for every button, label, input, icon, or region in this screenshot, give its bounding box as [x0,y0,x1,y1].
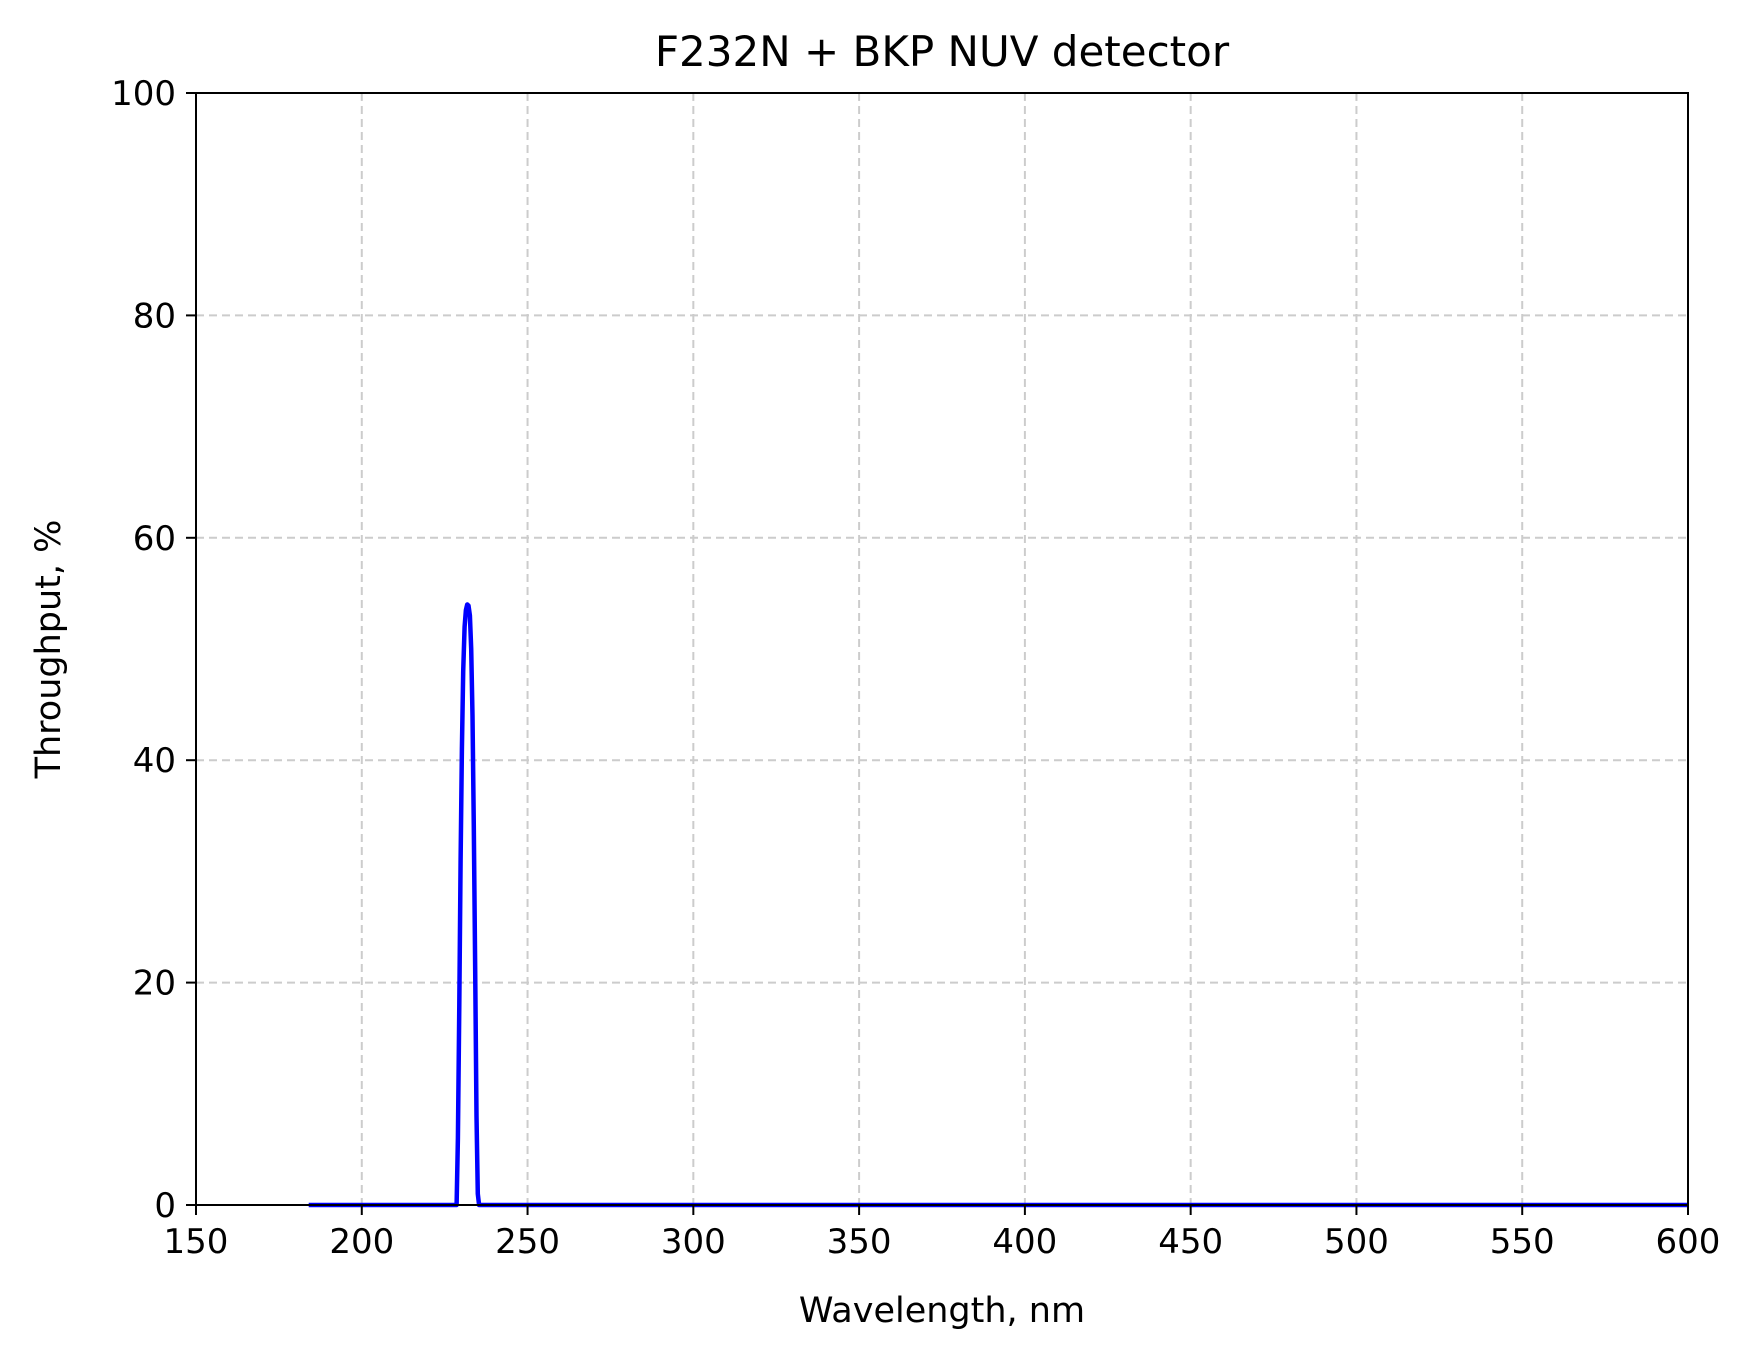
plot-frame [195,92,1689,1206]
grid-lines [196,93,1688,1205]
y-tick-label: 20 [133,964,176,1004]
y-tick-label: 80 [133,296,176,336]
y-axis-ticks: 0 20 40 60 80 100 [111,74,196,1226]
series-line-throughput [308,602,1688,1208]
x-axis-label: Wavelength, nm [799,1291,1085,1331]
plot-background [196,93,1688,1205]
y-tick-label: 40 [133,741,176,781]
x-tick-label: 500 [1324,1222,1389,1262]
y-axis-label: Throughput, % [29,520,69,780]
x-tick-label: 150 [164,1222,229,1262]
x-tick-label: 550 [1490,1222,1555,1262]
x-tick-label: 450 [1158,1222,1223,1262]
series-group [308,602,1688,1208]
y-tick-label: 100 [111,74,176,114]
x-tick-label: 600 [1656,1222,1721,1262]
y-tick-label: 0 [154,1186,176,1226]
x-tick-label: 400 [992,1222,1057,1262]
y-tick-label: 60 [133,519,176,559]
x-tick-label: 250 [495,1222,560,1262]
x-tick-label: 350 [827,1222,892,1262]
x-axis-ticks: 150 200 250 300 350 400 450 500 550 600 [164,1205,1721,1262]
x-tick-label: 300 [661,1222,726,1262]
x-tick-label: 200 [329,1222,394,1262]
chart-title: F232N + BKP NUV detector [655,27,1230,76]
